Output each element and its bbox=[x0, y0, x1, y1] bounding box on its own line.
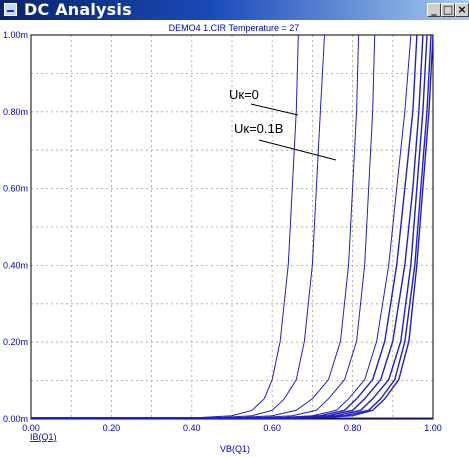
trace-line bbox=[31, 34, 418, 419]
x-tick-label: 0.00 bbox=[22, 423, 40, 433]
close-button[interactable]: × bbox=[455, 3, 469, 17]
plot-frame bbox=[30, 34, 434, 420]
window-titlebar[interactable]: DC Analysis _ □ × bbox=[0, 0, 469, 20]
trace-line bbox=[31, 34, 424, 419]
trace-line bbox=[31, 34, 299, 419]
y-trace-label[interactable]: IB(Q1) bbox=[30, 432, 57, 442]
x-tick-label: 0.40 bbox=[183, 423, 201, 433]
y-tick-labels: 1.00m 0.80m 0.60m 0.40m 0.20m 0.00m bbox=[3, 30, 28, 424]
maximize-button[interactable]: □ bbox=[441, 3, 455, 17]
x-tick-label: 0.80 bbox=[344, 423, 362, 433]
y-tick-label: 0.00m bbox=[3, 414, 28, 424]
dc-analysis-plot[interactable]: DEMO4 1.CIR Temperature = 27 1.00m 0.80m 0… bbox=[0, 20, 469, 457]
annotation-uk0: Uк=0 bbox=[229, 87, 259, 102]
app-icon[interactable] bbox=[4, 3, 17, 16]
x-axis-label: VB(Q1) bbox=[220, 444, 250, 454]
y-tick-label: 1.00m bbox=[3, 30, 28, 40]
annotation-uk01: Uк=0.1В bbox=[234, 121, 283, 136]
trace-line bbox=[31, 34, 325, 419]
x-tick-labels: 0.00 0.20 0.40 0.60 0.80 1.00 bbox=[22, 423, 442, 433]
y-tick-label: 0.20m bbox=[3, 337, 28, 347]
y-tick-label: 0.40m bbox=[3, 260, 28, 270]
window-title: DC Analysis bbox=[24, 0, 132, 19]
trace-line bbox=[31, 34, 376, 419]
x-tick-label: 1.00 bbox=[424, 423, 442, 433]
trace-line bbox=[31, 34, 360, 419]
traces bbox=[31, 34, 434, 419]
annotation-uk0-leader bbox=[250, 103, 299, 116]
y-tick-label: 0.80m bbox=[3, 107, 28, 117]
plot-header: DEMO4 1.CIR Temperature = 27 bbox=[169, 23, 300, 33]
trace-line bbox=[31, 34, 434, 419]
y-tick-label: 0.60m bbox=[3, 184, 28, 194]
annotation-uk01-leader bbox=[258, 139, 337, 161]
x-tick-label: 0.60 bbox=[263, 423, 281, 433]
minimize-button[interactable]: _ bbox=[427, 3, 441, 17]
x-tick-label: 0.20 bbox=[103, 423, 121, 433]
trace-line bbox=[31, 34, 412, 419]
